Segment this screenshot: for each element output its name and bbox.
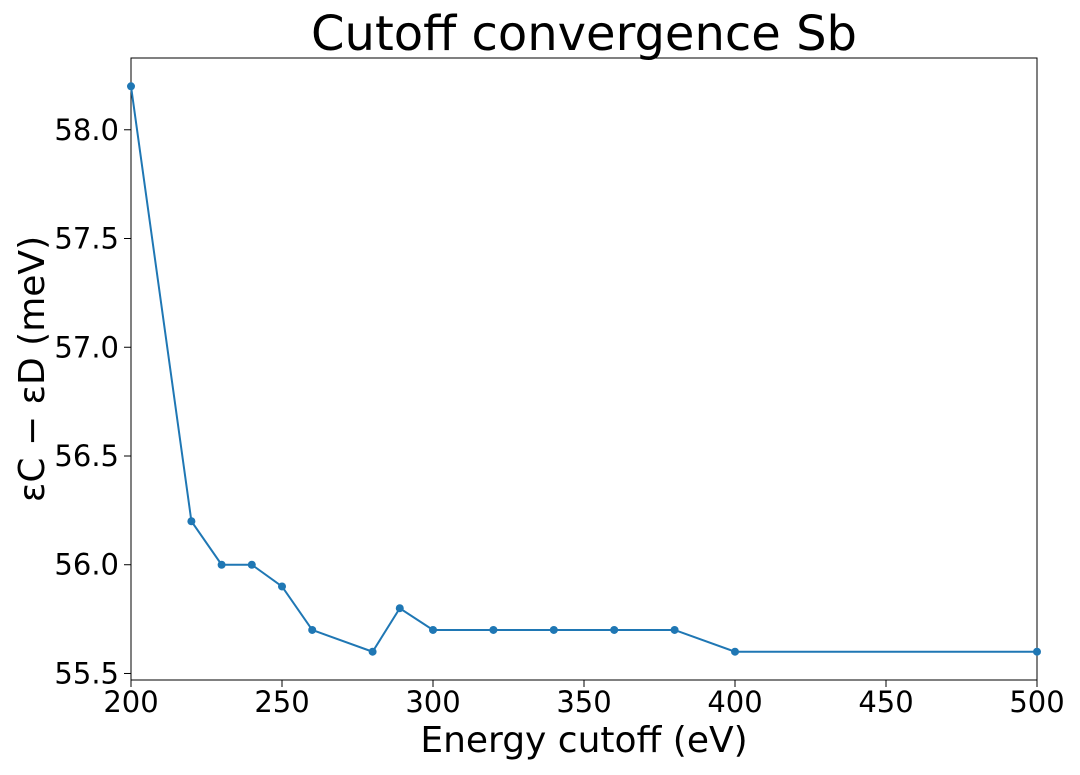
x-tick-label: 400	[707, 685, 762, 719]
data-point	[429, 625, 437, 634]
data-point	[247, 560, 256, 569]
y-tick-label: 57.5	[54, 222, 119, 256]
plot-frame	[130, 57, 1038, 681]
y-tick-label: 56.5	[54, 439, 119, 473]
x-tick-label: 450	[858, 685, 913, 719]
y-tick-label: 58.0	[54, 113, 119, 147]
x-tick-label: 500	[1009, 685, 1064, 719]
x-axis-label: Energy cutoff (eV)	[420, 720, 747, 761]
y-tick-label: 55.5	[54, 656, 119, 690]
data-point	[610, 625, 619, 634]
data-point	[217, 560, 226, 569]
data-point	[187, 517, 196, 526]
data-point	[1033, 647, 1041, 656]
x-tick-label: 200	[103, 685, 158, 719]
data-point	[395, 604, 404, 613]
data-point	[549, 625, 558, 634]
x-tick-label: 350	[556, 685, 611, 719]
y-axis-label: εC − εD (meV)	[12, 236, 53, 502]
data-point	[368, 647, 377, 656]
y-tick-label: 56.0	[54, 548, 119, 582]
data-point	[278, 582, 286, 591]
data-point	[127, 82, 135, 91]
y-tick-label: 57.0	[54, 330, 119, 364]
data-point	[308, 625, 317, 634]
chart-title: Cutoff convergence Sb	[311, 6, 857, 62]
x-tick-label: 250	[254, 685, 309, 719]
series-line	[130, 86, 1037, 653]
data-point	[489, 625, 498, 634]
data-point	[731, 647, 739, 656]
x-tick-label: 300	[405, 685, 460, 719]
data-point	[670, 625, 679, 634]
